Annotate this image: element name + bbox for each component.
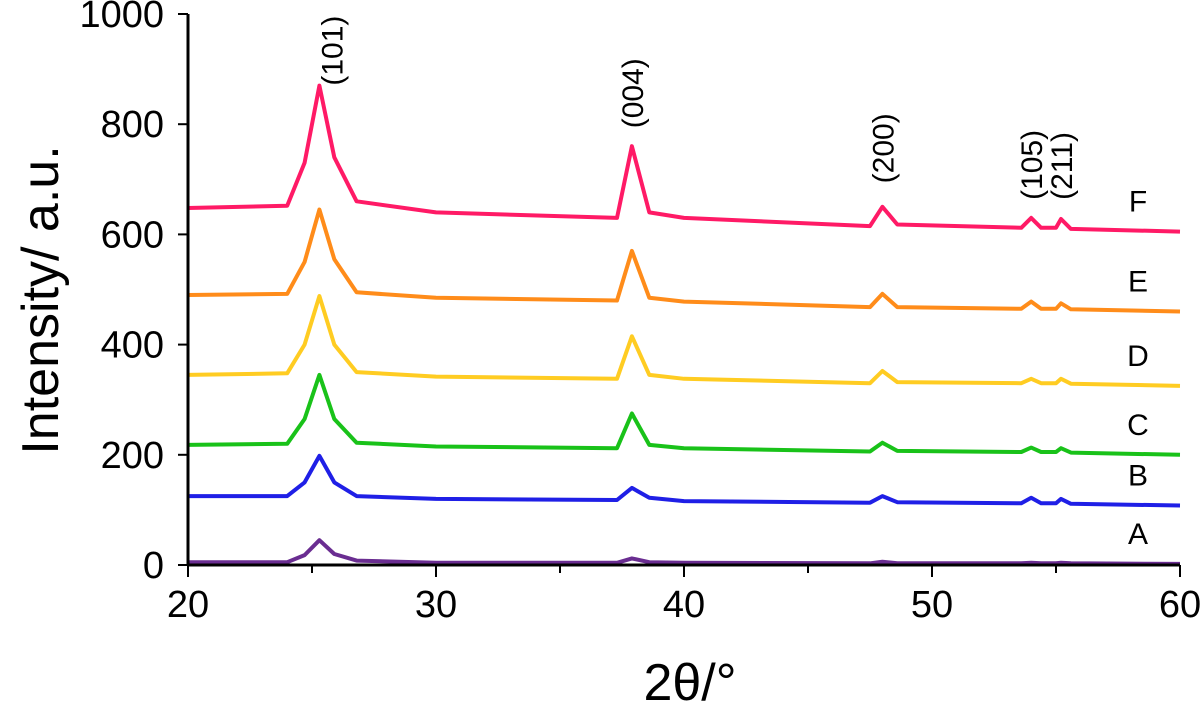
series-line-F: [187, 83, 1181, 234]
series-layer: [187, 83, 1181, 566]
series-label-B: B: [1128, 459, 1148, 492]
peak-label: (004): [617, 58, 650, 128]
series-line-E: [187, 207, 1181, 314]
y-axis-title: Intensity/ a.u.: [12, 145, 70, 454]
y-tick-label: 800: [101, 104, 164, 146]
series-line-A: [188, 538, 1181, 566]
series-label-A: A: [1128, 518, 1148, 551]
x-tick-label: 50: [911, 584, 953, 626]
axes-layer: [178, 13, 1181, 577]
x-tick-label: 20: [167, 584, 209, 626]
series-line-B: [188, 453, 1181, 508]
y-tick-label: 0: [143, 545, 164, 587]
y-tick-label: 1000: [79, 0, 164, 36]
series-label-F: F: [1129, 186, 1147, 219]
peak-label: (105): [1016, 130, 1049, 200]
x-tick-label: 30: [415, 584, 457, 626]
y-tick-label: 200: [101, 435, 164, 477]
series-line-C: [187, 372, 1181, 457]
x-axis-title: 2θ/°: [643, 654, 736, 712]
peak-label: (200): [867, 113, 900, 183]
x-tick-label: 60: [1159, 584, 1200, 626]
labels-layer: 20 30 40 50 6002004006008001000ABCDEF(101)(0…: [79, 0, 1200, 626]
series-label-E: E: [1128, 266, 1148, 299]
y-tick-label: 600: [101, 214, 164, 256]
peak-label: (101): [316, 16, 349, 86]
peak-label: (211): [1046, 132, 1079, 200]
series-line-D: [187, 294, 1181, 388]
x-tick-label: 40: [663, 584, 705, 626]
series-label-D: D: [1127, 340, 1149, 373]
series-label-C: C: [1127, 409, 1149, 442]
y-tick-label: 400: [101, 325, 164, 367]
